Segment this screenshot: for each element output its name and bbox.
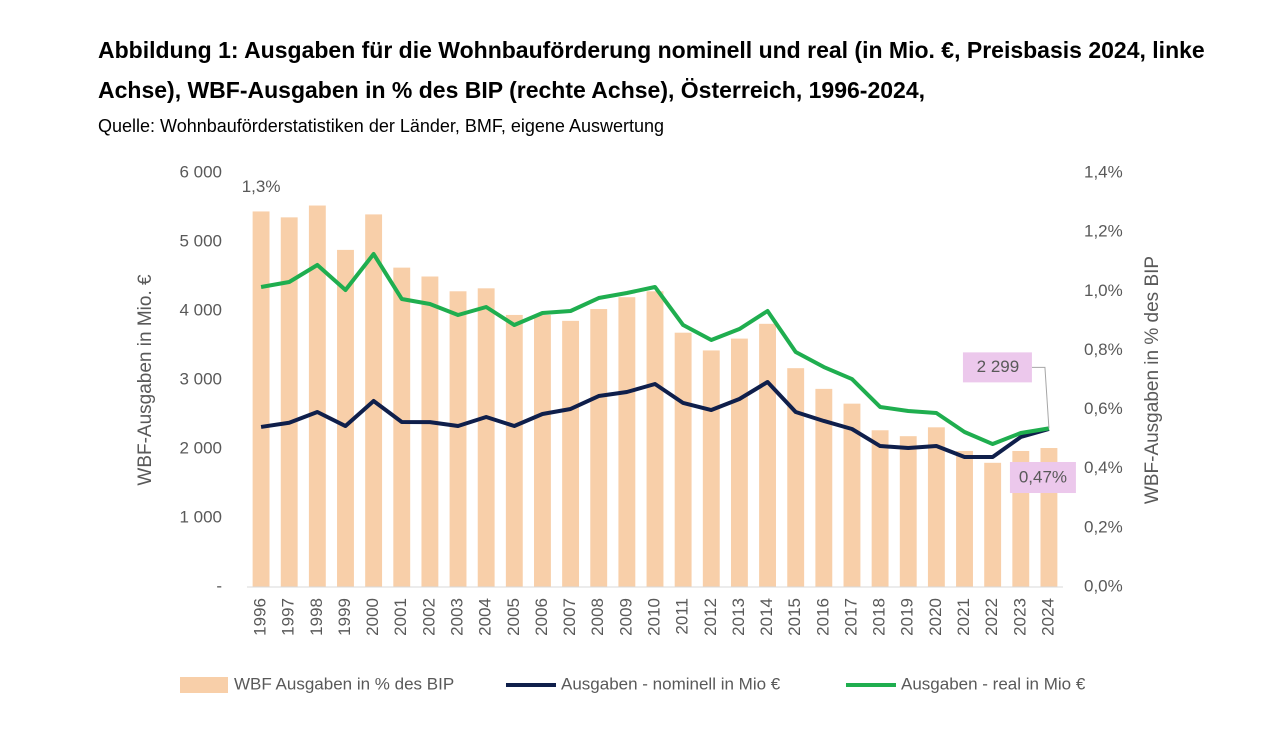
bar — [730, 338, 748, 587]
bar — [899, 436, 917, 587]
bar — [984, 462, 1002, 587]
bar — [477, 288, 495, 587]
chart-subtitle: Quelle: Wohnbauförderstatistiken der Län… — [98, 116, 665, 136]
y2-tick-label: 1,0% — [1084, 281, 1123, 300]
x-tick-label: 1996 — [251, 598, 270, 636]
bar — [337, 249, 354, 587]
x-tick-label: 2002 — [419, 598, 438, 636]
bar — [956, 450, 973, 587]
x-tick-label: 2022 — [982, 598, 1001, 636]
x-tick-label: 2013 — [729, 598, 748, 636]
bar — [562, 320, 580, 587]
line — [260, 380, 1050, 460]
bar — [674, 332, 692, 587]
x-tick-label: 1999 — [335, 598, 354, 636]
bar — [449, 291, 467, 587]
x-tick-label: 2021 — [954, 598, 973, 636]
x-tick-label: 2015 — [785, 598, 804, 636]
bar — [759, 323, 776, 587]
chart-title: Abbildung 1: Ausgaben für die Wohnbauför… — [98, 37, 1205, 103]
bar — [927, 427, 945, 587]
bar — [702, 350, 720, 587]
bar — [534, 314, 551, 587]
y-tick-label: - — [216, 576, 222, 595]
x-tick-label: 1997 — [279, 598, 298, 636]
y-tick-label: 5 000 — [179, 231, 222, 250]
label-box — [1009, 462, 1076, 494]
x-tick-label: 2017 — [841, 598, 860, 636]
x-tick-label: 2000 — [363, 598, 382, 636]
y-tick-label: 6 000 — [179, 162, 222, 181]
bar — [871, 430, 889, 587]
x-tick-label: 2008 — [588, 598, 607, 636]
label-box — [962, 352, 1032, 383]
bar — [280, 217, 298, 587]
x-tick-label: 2005 — [504, 598, 523, 636]
bar — [505, 314, 523, 587]
bar — [843, 403, 861, 587]
data-label: 1,3% — [242, 177, 281, 196]
x-tick-label: 2023 — [1010, 598, 1029, 636]
y2-tick-label: 0,8% — [1084, 340, 1123, 359]
bar — [815, 388, 833, 587]
x-tick-label: 2020 — [926, 598, 945, 636]
x-tick-label: 2011 — [673, 598, 692, 635]
y2-tick-label: 0,2% — [1084, 517, 1123, 536]
bar — [393, 267, 411, 587]
y2-tick-label: 0,6% — [1084, 399, 1123, 418]
x-tick-label: 2014 — [757, 598, 776, 636]
data-label: 2 299 — [977, 357, 1020, 376]
bar — [590, 309, 608, 587]
bar — [252, 211, 270, 587]
bar — [618, 297, 636, 587]
x-tick-label: 2019 — [898, 598, 917, 636]
x-tick-label: 2009 — [616, 598, 635, 636]
x-tick-label: 1998 — [307, 598, 326, 636]
y-tick-label: 4 000 — [179, 300, 222, 319]
bar — [421, 276, 439, 587]
y2-tick-label: 1,2% — [1084, 222, 1123, 241]
y-tick-label: 1 000 — [179, 507, 222, 526]
x-tick-label: 2024 — [1038, 598, 1057, 636]
y-tick-label: 3 000 — [179, 369, 222, 388]
bar — [308, 205, 326, 587]
x-tick-label: 2003 — [448, 598, 467, 636]
legend-swatch — [180, 677, 228, 693]
bar — [787, 368, 805, 587]
legend-label: WBF Ausgaben in % des BIP — [234, 674, 454, 693]
legend-label: Ausgaben - real in Mio € — [901, 674, 1086, 693]
line — [260, 252, 1050, 447]
x-tick-label: 2001 — [391, 598, 410, 636]
y2-tick-label: 0,4% — [1084, 458, 1123, 477]
y-axis-title: WBF-Ausgaben in Mio. € — [135, 274, 156, 486]
data-label: 0,47% — [1019, 467, 1067, 486]
y-tick-label: 2 000 — [179, 438, 222, 457]
x-tick-label: 2012 — [701, 598, 720, 636]
x-tick-label: 2007 — [560, 598, 579, 636]
y2-tick-label: 1,4% — [1084, 162, 1123, 181]
y2-tick-label: 0,0% — [1084, 576, 1123, 595]
x-tick-label: 2010 — [644, 598, 663, 636]
x-tick-label: 2004 — [476, 598, 495, 636]
y2-axis-title: WBF-Ausgaben in % des BIP — [1142, 256, 1163, 504]
bar — [646, 291, 664, 587]
x-tick-label: 2016 — [813, 598, 832, 636]
legend-label: Ausgaben - nominell in Mio € — [561, 674, 781, 693]
leader-line — [1031, 366, 1050, 429]
x-tick-label: 2018 — [870, 598, 889, 636]
x-tick-label: 2006 — [532, 598, 551, 636]
